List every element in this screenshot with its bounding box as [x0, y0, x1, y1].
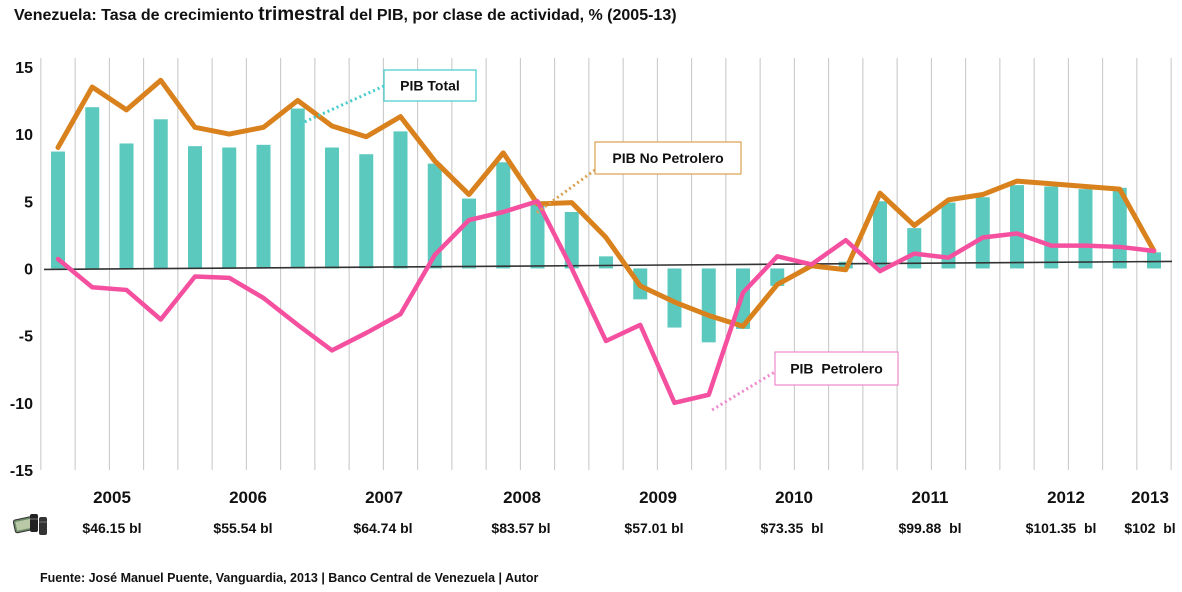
y-tick-label: -10: [10, 396, 33, 413]
x-year-label: 2011: [912, 488, 949, 507]
bar-pib-total: [496, 162, 511, 269]
bar-pib-total: [325, 147, 339, 269]
y-tick-label: 15: [15, 60, 33, 77]
x-year-label: 2008: [503, 488, 541, 507]
x-year-label: 2009: [639, 488, 677, 507]
bar-pib-total: [1044, 186, 1059, 269]
bar-pib-total: [153, 119, 168, 269]
x-year-label: 2006: [229, 488, 267, 507]
bar-pib-total: [85, 107, 100, 269]
bar-pib-total: [427, 163, 442, 269]
bar-pib-total: [1078, 189, 1093, 269]
y-tick-label: 10: [15, 127, 33, 144]
y-tick-label: -15: [10, 463, 33, 480]
bar-pib-total: [222, 147, 237, 269]
bar-pib-total: [873, 201, 887, 269]
annotation-label: PIB No Petrolero: [612, 150, 723, 166]
annotation-leader-line: [299, 84, 385, 126]
bar-pib-total: [1147, 252, 1161, 269]
oil-price-label: $99.88 bl: [898, 520, 961, 536]
bar-pib-total: [1010, 185, 1024, 269]
bar-pib-total: [51, 151, 65, 269]
annotation-box: [594, 141, 742, 175]
bar-pib-total: [393, 131, 408, 269]
bar-series-pib-total: [51, 107, 1161, 343]
bar-pib-total: [119, 143, 134, 269]
source-note: Fuente: José Manuel Puente, Vanguardia, …: [40, 571, 539, 585]
oil-price-label: $57.01 bl: [624, 520, 683, 536]
annotation-label: PIB Petrolero: [790, 361, 883, 377]
bar-pib-total: [290, 108, 305, 269]
chart-title: Venezuela: Tasa de crecimiento trimestra…: [14, 4, 677, 26]
annotation-label: PIB Total: [400, 78, 460, 94]
bar-pib-total: [256, 144, 271, 269]
title-suffix: del PIB, por clase de actividad, % (2005…: [344, 7, 677, 24]
bar-pib-total: [667, 268, 682, 328]
bar-pib-total: [907, 228, 922, 269]
bar-pib-total: [462, 198, 476, 269]
bar-pib-total: [359, 154, 374, 269]
bar-pib-total: [701, 268, 716, 343]
title-emphasis: trimestral: [258, 4, 345, 25]
bar-pib-total: [941, 202, 956, 269]
annotations: PIB Total PIB No Petrolero PIB Petrolero: [299, 69, 899, 412]
line-series: [55, 77, 1157, 406]
annotation-leader-line: [711, 368, 779, 412]
oil-price-label: $101.35 bl: [1026, 520, 1097, 536]
annotation-box: [383, 69, 477, 102]
oil-price-label: $46.15 bl: [82, 520, 141, 536]
y-tick-label: -5: [19, 329, 33, 346]
oil-price-label: $73.35 bl: [760, 520, 823, 536]
zero-line: [43, 260, 1173, 271]
line-pib-no-petrolero: [55, 77, 1157, 329]
oil-barrels-money-icon: [12, 514, 47, 535]
grid-lines: [40, 58, 1172, 470]
x-year-label: 2012: [1047, 488, 1085, 507]
bar-pib-total: [599, 256, 613, 269]
x-year-label: 2010: [775, 488, 813, 507]
annotation-box: [774, 351, 899, 386]
bar-pib-total: [564, 212, 579, 269]
title-prefix: Venezuela: Tasa de crecimiento: [14, 7, 259, 24]
x-year-label: 2013: [1131, 488, 1169, 507]
oil-price-label: $83.57 bl: [491, 520, 550, 536]
bar-pib-total: [530, 201, 545, 269]
oil-price-label: $55.54 bl: [213, 520, 272, 536]
oil-price-label: $102 bl: [1124, 520, 1175, 536]
bar-pib-total: [975, 197, 990, 269]
y-tick-label: 0: [24, 261, 33, 278]
line-pib-petrolero: [55, 199, 1157, 406]
zero-axis-line: [43, 260, 1173, 271]
oil-price-label: $64.74 bl: [353, 520, 412, 536]
axis-labels: 15 10 5 0 -5 -10 -15 2005 2006 2007 2008 2009 2010 20…: [10, 60, 1176, 536]
x-year-label: 2005: [93, 488, 131, 507]
x-year-label: 2007: [365, 488, 403, 507]
bar-pib-total: [188, 146, 202, 269]
y-tick-label: 5: [24, 194, 33, 211]
